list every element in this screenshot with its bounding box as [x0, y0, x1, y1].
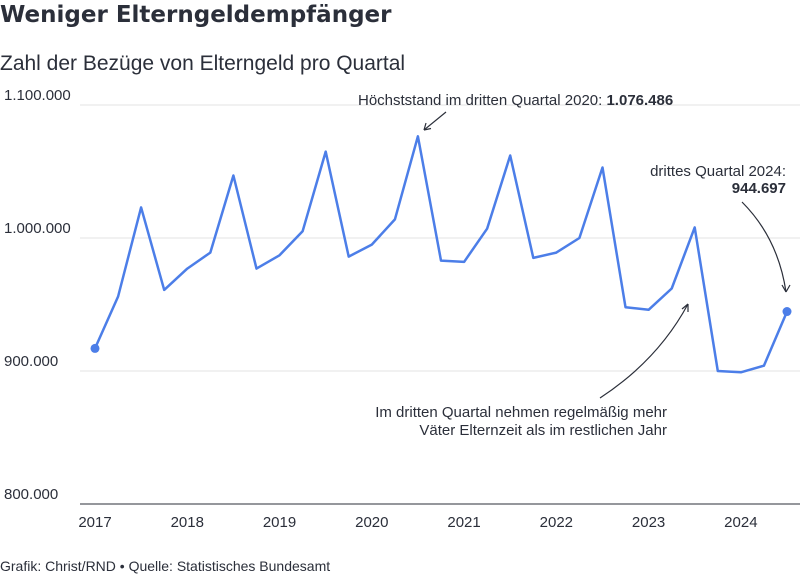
- x-tick-label: 2017: [78, 514, 111, 531]
- y-tick-label: 800.000: [4, 486, 58, 503]
- peak-annotation-value: 1.076.486: [606, 92, 673, 109]
- last-annotation-text: drittes Quartal 2024:: [650, 163, 786, 180]
- x-tick-label: 2024: [724, 514, 757, 531]
- x-tick-label: 2019: [263, 514, 296, 531]
- data-point-last: [782, 307, 792, 317]
- last-annotation-value: 944.697: [732, 180, 786, 197]
- last-arrowhead: [781, 284, 791, 293]
- series-line: [93, 135, 789, 374]
- peak-annotation-text: Höchststand im dritten Quartal 2020:: [358, 92, 606, 109]
- peak-annotation: Höchststand im dritten Quartal 2020: 1.0…: [358, 92, 673, 109]
- x-tick-label: 2018: [171, 514, 204, 531]
- y-tick-label: 900.000: [4, 353, 58, 370]
- peak-arrow: [423, 111, 447, 131]
- chart-footer: Grafik: Christ/RND • Quelle: Statistisch…: [0, 558, 331, 574]
- x-tick-label: 2022: [540, 514, 573, 531]
- x-tick-label: 2020: [355, 514, 388, 531]
- note-line-1: Im dritten Quartal nehmen regelmäßig meh…: [375, 404, 667, 421]
- note-arrow: [599, 303, 689, 399]
- note-arrowhead: [681, 303, 689, 312]
- y-tick-label: 1.000.000: [4, 220, 71, 237]
- x-tick-label: 2021: [447, 514, 480, 531]
- data-point-first: [90, 343, 100, 353]
- peak-arrowhead: [423, 122, 432, 131]
- note-line-2: Väter Elternzeit als im restlichen Jahr: [419, 422, 667, 439]
- y-tick-label: 1.100.000: [4, 87, 71, 104]
- chart-title: Weniger Elterngeldempfänger: [0, 2, 392, 28]
- last-arrow: [741, 201, 787, 293]
- chart-subtitle: Zahl der Bezüge von Elterngeld pro Quart…: [0, 52, 406, 75]
- x-tick-label: 2023: [632, 514, 665, 531]
